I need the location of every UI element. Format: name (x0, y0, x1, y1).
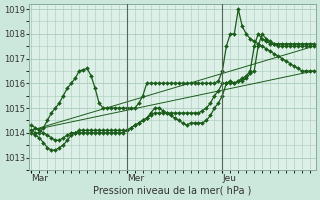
X-axis label: Pression niveau de la mer( hPa ): Pression niveau de la mer( hPa ) (93, 186, 252, 196)
